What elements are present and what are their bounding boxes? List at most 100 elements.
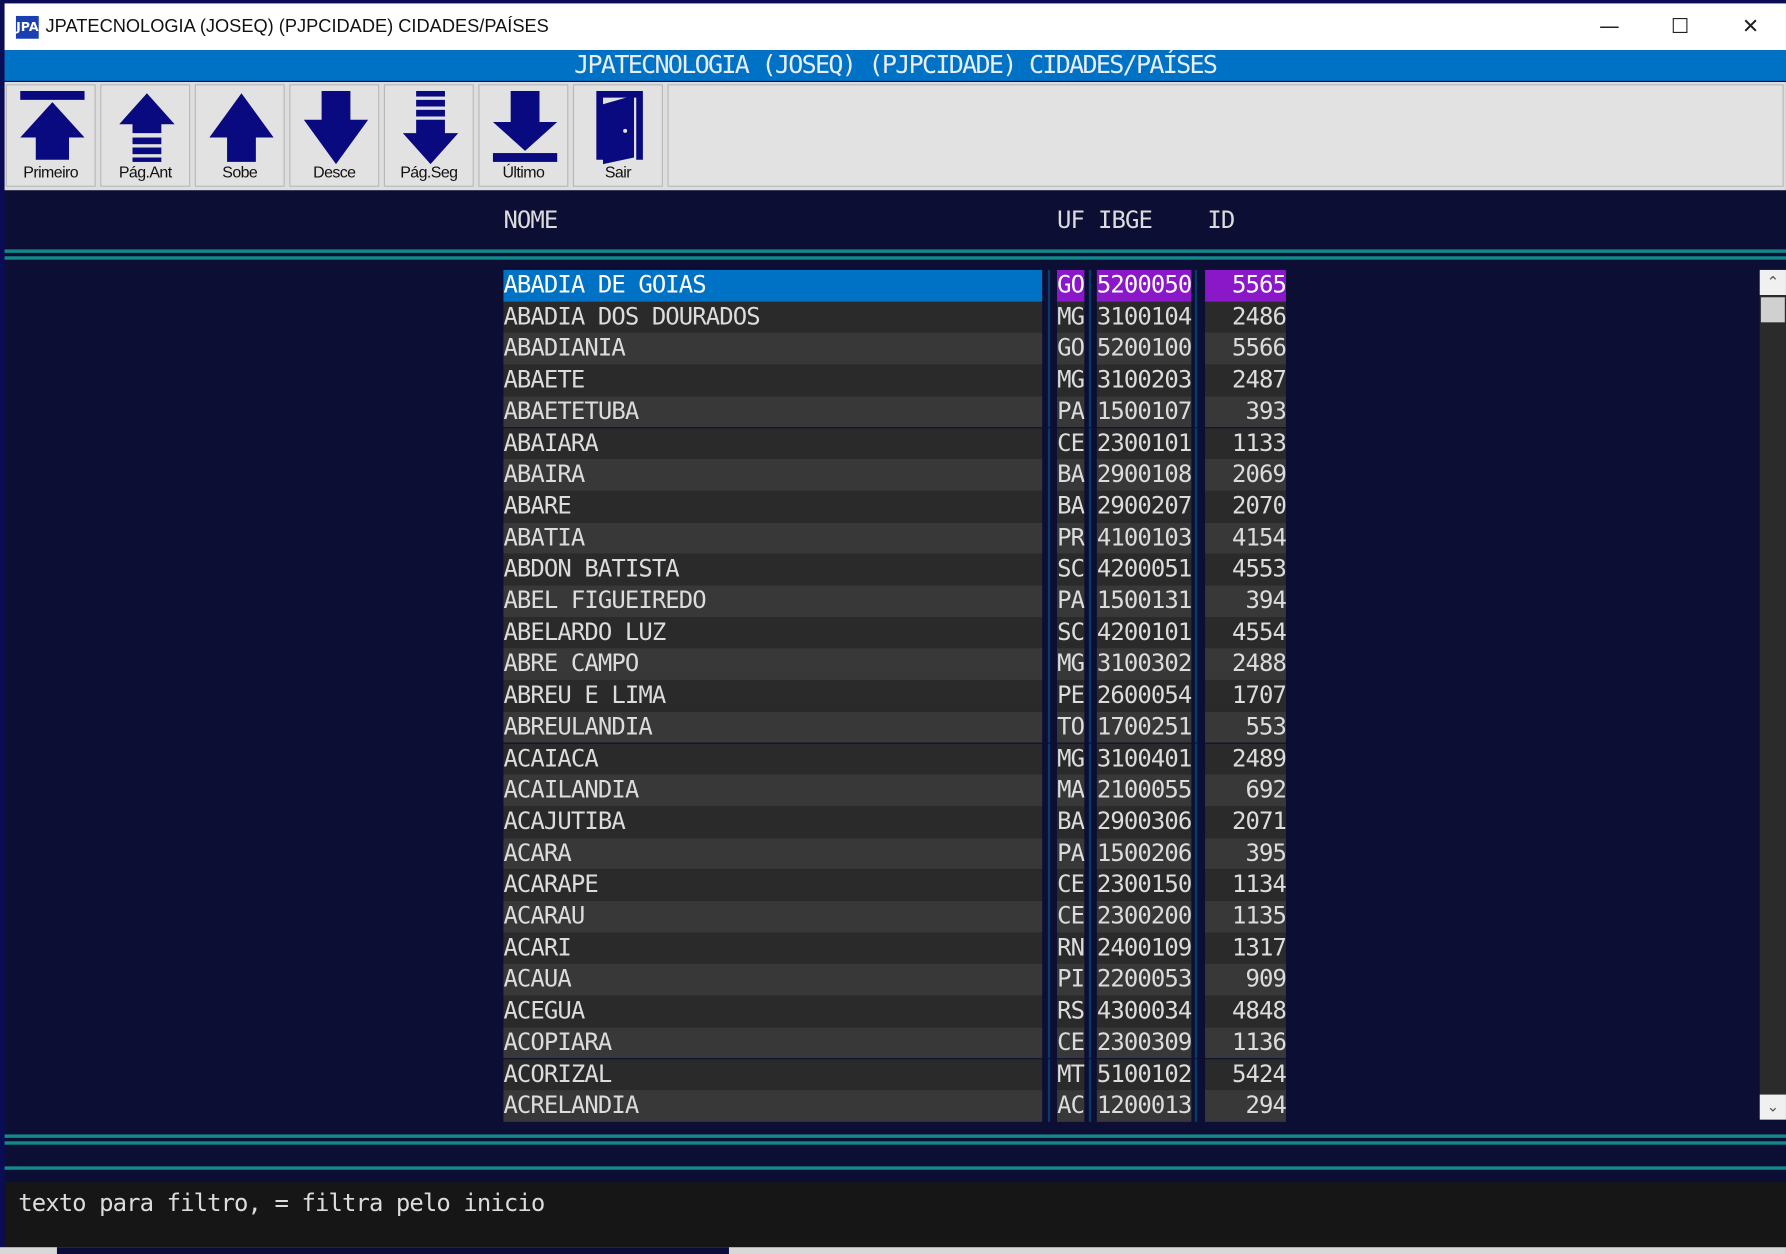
filter-input[interactable]: texto para filtro, = filtra pelo inicio: [4, 1182, 1786, 1248]
cell-ibge: 2200053: [1096, 964, 1192, 996]
cell-id: 909: [1205, 964, 1286, 996]
column-separator: [1194, 900, 1198, 933]
vertical-scrollbar[interactable]: ⌃ ⌄: [1759, 269, 1786, 1120]
column-header-nome[interactable]: NOME: [503, 206, 558, 234]
table-row[interactable]: ABREU E LIMA PE 2600054 1707: [5, 680, 1372, 712]
close-button[interactable]: ✕: [1742, 14, 1760, 39]
cell-nome: ABADIA DE GOIAS: [503, 269, 1043, 302]
toolbar-button-label: Sair: [604, 162, 632, 182]
table-row[interactable]: ABRE CAMPO MG 3100302 2488: [5, 648, 1372, 681]
column-header-uf[interactable]: UF: [1056, 206, 1085, 234]
table-row[interactable]: ACARAPE CE 2300150 1134: [5, 869, 1372, 901]
table-row[interactable]: ABADIANIA GO 5200100 5566: [5, 333, 1372, 365]
toolbar-button-sobe[interactable]: Sobe: [194, 84, 285, 187]
toolbar-empty-area: [667, 84, 1784, 187]
toolbar-button-desce[interactable]: Desce: [289, 84, 380, 187]
cell-id: 692: [1205, 774, 1286, 807]
toolbar-button-sair[interactable]: Sair: [572, 84, 663, 187]
table-row[interactable]: ACARA PA 1500206 395: [5, 837, 1372, 870]
cell-uf: GO: [1056, 333, 1085, 365]
table-row[interactable]: ABAETE MG 3100203 2487: [5, 364, 1372, 397]
table-row[interactable]: ABADIA DE GOIAS GO 5200050 5565: [5, 269, 1372, 302]
table-row[interactable]: ACAILANDIA MA 2100055 692: [5, 774, 1372, 807]
divider: [4, 1134, 1786, 1138]
cell-uf: BA: [1056, 459, 1085, 491]
cell-uf: PR: [1056, 522, 1085, 554]
cell-nome: ACARAPE: [503, 869, 1043, 901]
column-separator: [1088, 364, 1092, 397]
toolbar-button-págant[interactable]: Pág.Ant: [100, 84, 191, 187]
table-row[interactable]: ACOPIARA CE 2300309 1136: [5, 1027, 1372, 1059]
toolbar-button-label: Primeiro: [23, 162, 79, 182]
column-separator: [1088, 806, 1092, 838]
table-row[interactable]: ABELARDO LUZ SC 4200101 4554: [5, 616, 1372, 649]
scroll-thumb[interactable]: [1760, 297, 1785, 323]
column-separator: [1047, 396, 1051, 428]
cell-nome: ACARI: [503, 932, 1043, 965]
table-row[interactable]: ABATIA PR 4100103 4154: [5, 522, 1372, 554]
scroll-up-icon[interactable]: ⌃: [1759, 269, 1786, 296]
table-row[interactable]: ABAIARA CE 2300101 1133: [5, 427, 1372, 460]
column-separator: [1194, 1090, 1198, 1122]
cell-ibge: 2300150: [1096, 869, 1192, 901]
cell-ibge: 2400109: [1096, 932, 1192, 965]
table-row[interactable]: ABADIA DOS DOURADOS MG 3100104 2486: [5, 301, 1372, 334]
table-row[interactable]: ACAIACA MG 3100401 2489: [5, 743, 1372, 775]
column-header-ibge[interactable]: IBGE: [1097, 206, 1153, 234]
column-separator: [1047, 427, 1051, 460]
cell-ibge: 1500206: [1096, 837, 1192, 870]
cell-id: 2069: [1205, 459, 1286, 491]
cell-uf: PA: [1056, 396, 1085, 428]
table-row[interactable]: ABAIRA BA 2900108 2069: [5, 459, 1372, 491]
table-row[interactable]: ACEGUA RS 4300034 4848: [5, 995, 1372, 1028]
column-separator: [1194, 396, 1198, 428]
table-row[interactable]: ABREULANDIA TO 1700251 553: [5, 711, 1372, 744]
cell-nome: ACRELANDIA: [503, 1090, 1043, 1122]
column-separator: [1088, 490, 1092, 523]
toolbar-button-págseg[interactable]: Pág.Seg: [383, 84, 474, 187]
toolbar-button-último[interactable]: Último: [478, 84, 569, 187]
cell-nome: ACAILANDIA: [503, 774, 1043, 807]
cell-ibge: 2900207: [1096, 490, 1192, 523]
cell-id: 1707: [1205, 680, 1286, 712]
table-row[interactable]: ACAJUTIBA BA 2900306 2071: [5, 806, 1372, 838]
column-separator: [1047, 364, 1051, 397]
column-separator: [1047, 616, 1051, 649]
column-separator: [1047, 553, 1051, 586]
toolbar-button-primeiro[interactable]: Primeiro: [5, 84, 96, 187]
maximize-button[interactable]: ☐: [1670, 14, 1690, 39]
table-row[interactable]: ABDON BATISTA SC 4200051 4553: [5, 553, 1372, 586]
cell-id: 1135: [1205, 900, 1286, 933]
cell-ibge: 2900306: [1096, 806, 1192, 838]
toolbar: Primeiro Pág.Ant Sobe Desce Pág.Seg Último Sai…: [4, 82, 1786, 191]
table-row[interactable]: ACORIZAL MT 5100102 5424: [5, 1058, 1372, 1091]
minimize-button[interactable]: —: [1599, 14, 1620, 39]
table-row[interactable]: ABEL FIGUEIREDO PA 1500131 394: [5, 585, 1372, 617]
column-separator: [1088, 301, 1092, 334]
cell-id: 2487: [1205, 364, 1286, 397]
column-separator: [1088, 269, 1092, 302]
table-row[interactable]: ACARAU CE 2300200 1135: [5, 900, 1372, 933]
cell-uf: BA: [1056, 806, 1085, 838]
table-row[interactable]: ABAETETUBA PA 1500107 393: [5, 396, 1372, 428]
column-separator: [1047, 1090, 1051, 1122]
column-separator: [1088, 743, 1092, 775]
cell-uf: SC: [1056, 553, 1085, 586]
column-header-id[interactable]: ID: [1207, 206, 1235, 234]
table-row[interactable]: ABARE BA 2900207 2070: [5, 490, 1372, 523]
cell-ibge: 2300309: [1096, 1027, 1192, 1059]
table-row[interactable]: ACAUA PI 2200053 909: [5, 964, 1372, 996]
toolbar-button-label: Sobe: [222, 162, 258, 182]
cell-ibge: 4200051: [1096, 553, 1192, 586]
cell-id: 4848: [1205, 995, 1286, 1028]
cell-ibge: 2900108: [1096, 459, 1192, 491]
table-row[interactable]: ACRELANDIA AC 1200013 294: [5, 1090, 1372, 1122]
column-separator: [1194, 490, 1198, 523]
table-row[interactable]: ACARI RN 2400109 1317: [5, 932, 1372, 965]
column-separator: [1088, 932, 1092, 965]
column-separator: [1047, 900, 1051, 933]
scroll-down-icon[interactable]: ⌄: [1759, 1094, 1786, 1120]
cell-uf: CE: [1056, 869, 1085, 901]
cell-ibge: 1700251: [1096, 711, 1192, 744]
